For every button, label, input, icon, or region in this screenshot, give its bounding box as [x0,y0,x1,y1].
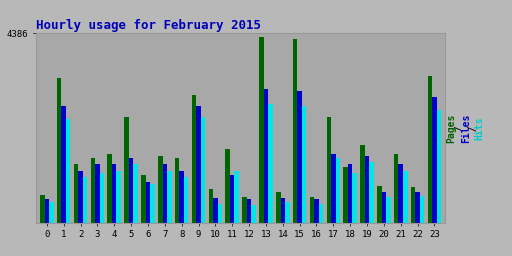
Bar [124,117,129,223]
Bar [428,76,432,223]
Bar [437,110,441,223]
Bar [394,154,398,223]
Bar [150,184,155,223]
Bar [61,106,66,223]
Bar [381,193,386,223]
Bar [411,187,415,223]
Bar [365,156,369,223]
Bar [145,182,150,223]
Bar [403,171,408,223]
Text: Hourly usage for February 2015: Hourly usage for February 2015 [36,19,261,32]
Text: /: / [468,119,478,137]
Bar [208,189,213,223]
Bar [352,173,357,223]
Bar [264,89,268,223]
Bar [432,98,437,223]
Bar [281,198,285,223]
Bar [251,206,256,223]
Bar [91,158,95,223]
Bar [162,164,167,223]
Bar [327,117,331,223]
Bar [331,154,336,223]
Text: /: / [455,119,465,137]
Bar [100,173,104,223]
Bar [196,106,201,223]
Bar [242,197,247,223]
Bar [230,175,234,223]
Bar [133,164,138,223]
Bar [45,199,49,223]
Bar [175,158,179,223]
Bar [276,193,281,223]
Bar [302,106,307,223]
Bar [117,171,121,223]
Bar [336,158,340,223]
Bar [78,171,83,223]
Bar [141,175,145,223]
Bar [377,186,381,223]
Bar [95,164,100,223]
Bar [167,171,172,223]
Bar [129,158,133,223]
Bar [420,196,424,223]
Bar [179,171,184,223]
Bar [158,156,162,223]
Bar [297,91,302,223]
Bar [201,117,205,223]
Text: Files: Files [461,113,471,143]
Bar [386,197,391,223]
Bar [57,78,61,223]
Bar [213,198,218,223]
Bar [259,37,264,223]
Bar [369,162,374,223]
Text: Pages: Pages [446,113,457,143]
Bar [293,39,297,223]
Bar [285,202,290,223]
Bar [40,195,45,223]
Bar [108,154,112,223]
Bar [415,193,420,223]
Bar [83,177,88,223]
Bar [268,104,273,223]
Bar [218,204,222,223]
Bar [191,95,196,223]
Bar [310,197,314,223]
Bar [348,164,352,223]
Bar [344,167,348,223]
Bar [225,149,230,223]
Bar [184,177,188,223]
Bar [319,204,323,223]
Bar [112,164,117,223]
Bar [234,171,239,223]
Text: Hits: Hits [474,116,484,140]
Bar [398,164,403,223]
Bar [66,119,71,223]
Bar [360,145,365,223]
Bar [49,202,54,223]
Bar [247,199,251,223]
Bar [74,164,78,223]
Bar [314,199,319,223]
